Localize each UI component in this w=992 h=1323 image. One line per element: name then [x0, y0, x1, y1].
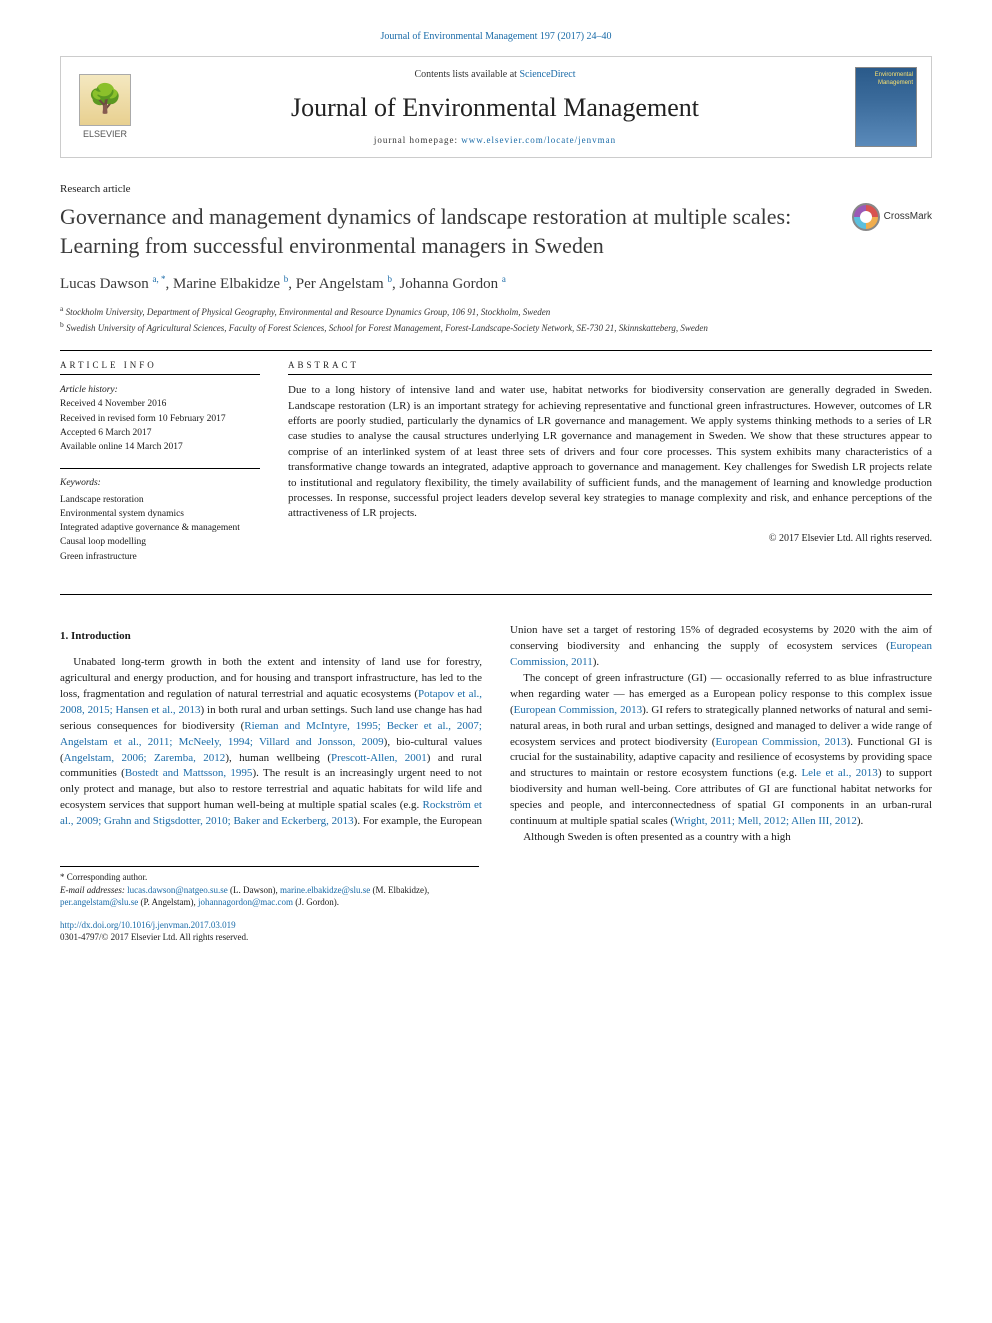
article-info-heading: ARTICLE INFO [60, 359, 260, 376]
received-date: Received 4 November 2016 [60, 399, 166, 409]
article-type: Research article [60, 182, 932, 197]
keyword: Landscape restoration [60, 493, 260, 507]
accepted-date: Accepted 6 March 2017 [60, 428, 152, 438]
keyword: Causal loop modelling [60, 535, 260, 549]
citation-link[interactable]: Prescott-Allen, 2001 [331, 752, 427, 764]
homepage-line: journal homepage: www.elsevier.com/locat… [149, 134, 841, 147]
homepage-url[interactable]: www.elsevier.com/locate/jenvman [461, 135, 616, 145]
crossmark-label: CrossMark [884, 210, 932, 224]
affiliation-b: b Swedish University of Agricultural Sci… [60, 319, 932, 336]
intro-heading: 1. Introduction [60, 629, 482, 645]
article-info-column: ARTICLE INFO Article history: Received 4… [60, 359, 260, 564]
email-link[interactable]: marine.elbakidze@slu.se [280, 885, 370, 895]
contents-line: Contents lists available at ScienceDirec… [149, 68, 841, 82]
keyword: Environmental system dynamics [60, 507, 260, 521]
article-history: Article history: Received 4 November 201… [60, 383, 260, 454]
rule-top [60, 350, 932, 351]
article-title: Governance and management dynamics of la… [60, 203, 836, 260]
intro-p3: Although Sweden is often presented as a … [510, 830, 932, 846]
keywords-block: Keywords: Landscape restoration Environm… [60, 477, 260, 564]
citation-link[interactable]: Wright, 2011; Mell, 2012; Allen III, 201… [674, 815, 857, 827]
email-link[interactable]: per.angelstam@slu.se [60, 897, 138, 907]
sciencedirect-link[interactable]: ScienceDirect [519, 69, 575, 80]
elsevier-logo: 🌳 ELSEVIER [75, 72, 135, 142]
abstract-copyright: © 2017 Elsevier Ltd. All rights reserved… [288, 532, 932, 546]
doi-block: http://dx.doi.org/10.1016/j.jenvman.2017… [60, 919, 932, 944]
affiliations: a Stockholm University, Department of Ph… [60, 303, 932, 336]
intro-p2: The concept of green infrastructure (GI)… [510, 671, 932, 830]
rule-info-mid [60, 468, 260, 469]
body-text: 1. Introduction Unabated long-term growt… [60, 623, 932, 846]
issn-copyright: 0301-4797/© 2017 Elsevier Ltd. All right… [60, 932, 248, 942]
email-addresses: E-mail addresses: lucas.dawson@natgeo.su… [60, 884, 479, 909]
citation-header: Journal of Environmental Management 197 … [60, 30, 932, 44]
keywords-label: Keywords: [60, 477, 260, 490]
authors-line: Lucas Dawson a, *, Marine Elbakidze b, P… [60, 273, 932, 295]
keyword: Integrated adaptive governance & managem… [60, 521, 260, 535]
abstract-text: Due to a long history of intensive land … [288, 383, 932, 522]
crossmark-widget[interactable]: CrossMark [852, 203, 932, 231]
email-label: E-mail addresses: [60, 885, 125, 895]
citation-link[interactable]: European Commission, 2013 [514, 704, 642, 716]
affiliation-a: a Stockholm University, Department of Ph… [60, 303, 932, 320]
footnotes: * Corresponding author. E-mail addresses… [60, 866, 479, 909]
rule-bottom [60, 594, 932, 595]
homepage-prefix: journal homepage: [374, 135, 461, 145]
email-link[interactable]: johannagordon@mac.com [198, 897, 293, 907]
masthead-center: Contents lists available at ScienceDirec… [149, 68, 841, 147]
citation-link[interactable]: Lele et al., 2013 [801, 767, 877, 779]
journal-cover-thumb: Environmental Management [855, 67, 917, 147]
revised-date: Received in revised form 10 February 201… [60, 414, 226, 424]
crossmark-badge-icon [852, 203, 880, 231]
history-label: Article history: [60, 385, 118, 395]
elsevier-tree-icon: 🌳 [79, 74, 131, 126]
email-name: (P. Angelstam), [141, 897, 196, 907]
citation-link[interactable]: Bostedt and Mattsson, 1995 [125, 767, 253, 779]
abstract-heading: ABSTRACT [288, 359, 932, 376]
publisher-name: ELSEVIER [83, 128, 127, 141]
email-name: (M. Elbakidze), [372, 885, 429, 895]
journal-name: Journal of Environmental Management [149, 90, 841, 126]
email-name: (L. Dawson), [230, 885, 278, 895]
email-name: (J. Gordon). [295, 897, 339, 907]
journal-masthead: 🌳 ELSEVIER Contents lists available at S… [60, 56, 932, 158]
keyword: Green infrastructure [60, 550, 260, 564]
email-link[interactable]: lucas.dawson@natgeo.su.se [127, 885, 228, 895]
corresponding-author: * Corresponding author. [60, 871, 479, 884]
doi-link[interactable]: http://dx.doi.org/10.1016/j.jenvman.2017… [60, 920, 236, 930]
contents-prefix: Contents lists available at [414, 69, 519, 80]
abstract-column: ABSTRACT Due to a long history of intens… [288, 359, 932, 564]
citation-link[interactable]: European Commission, 2013 [715, 736, 846, 748]
citation-link[interactable]: Angelstam, 2006; Zaremba, 2012 [64, 752, 226, 764]
online-date: Available online 14 March 2017 [60, 442, 183, 452]
